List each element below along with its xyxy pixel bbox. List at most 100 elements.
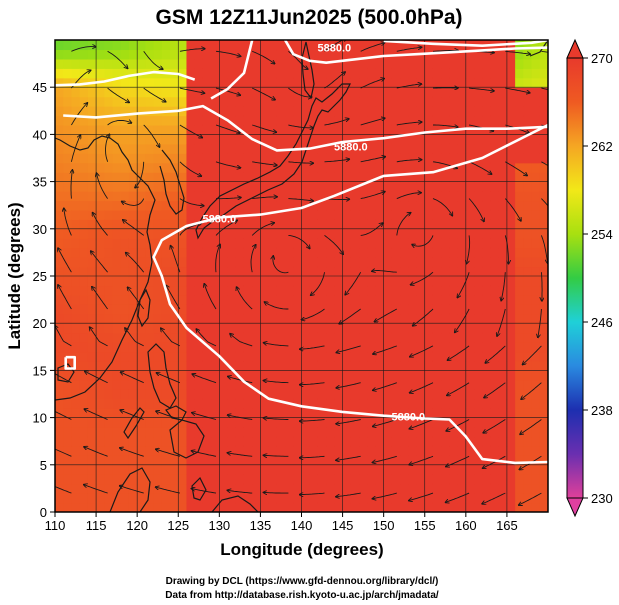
field-cell [334, 342, 344, 353]
field-cell [523, 134, 533, 145]
field-cell [137, 106, 146, 117]
field-cell [252, 360, 262, 371]
field-cell [186, 77, 196, 88]
field-cell [71, 134, 81, 145]
field-cell [145, 342, 155, 353]
field-cell [96, 219, 105, 230]
field-cell [252, 134, 262, 145]
field-cell [359, 124, 368, 135]
field-cell [375, 502, 385, 512]
streamline [120, 372, 144, 384]
field-cell [293, 351, 303, 362]
field-cell [194, 106, 204, 117]
field-cell [202, 219, 212, 230]
field-cell [96, 417, 105, 428]
field-cell [441, 172, 450, 183]
field-cell [449, 342, 459, 353]
field-cell [424, 200, 434, 211]
field-cell [268, 313, 278, 324]
field-cell [96, 153, 105, 164]
field-cell [400, 162, 409, 173]
field-cell [260, 436, 270, 447]
streamline [92, 286, 108, 310]
field-cell [120, 40, 130, 51]
field-cell [400, 493, 409, 504]
field-cell [531, 266, 541, 277]
field-cell [367, 483, 377, 494]
field-cell [465, 483, 475, 494]
field-cell [334, 124, 344, 135]
field-cell [309, 483, 319, 494]
field-cell [104, 342, 114, 353]
field-cell [211, 474, 220, 485]
field-cell [227, 408, 237, 419]
field-cell [391, 294, 401, 305]
field-cell [506, 219, 516, 230]
field-cell [474, 455, 483, 466]
field-cell [432, 427, 442, 438]
field-cell [334, 162, 344, 173]
field-cell [498, 58, 508, 69]
field-cell [71, 219, 81, 230]
field-cell [424, 436, 434, 447]
field-cell [211, 143, 220, 154]
field-cell [317, 408, 327, 419]
field-cell [211, 483, 220, 494]
field-cell [55, 153, 64, 164]
field-cell [260, 332, 270, 343]
field-cell [104, 313, 114, 324]
field-cell [63, 332, 73, 343]
field-cell [211, 351, 220, 362]
field-cell [383, 304, 393, 315]
field-cell [301, 398, 311, 409]
field-cell [490, 96, 500, 107]
streamline [541, 50, 548, 53]
field-cell [96, 285, 105, 296]
field-cell [153, 172, 163, 183]
field-cell [326, 68, 335, 79]
field-cell [104, 304, 114, 315]
field-cell [227, 379, 237, 390]
field-cell [400, 427, 409, 438]
field-cell [235, 191, 245, 202]
field-cell [400, 209, 409, 220]
field-cell [161, 153, 171, 164]
field-cell [400, 455, 409, 466]
field-cell [441, 247, 450, 258]
field-cell [96, 191, 105, 202]
field-cell [128, 257, 138, 268]
field-cell [260, 445, 270, 456]
streamline [360, 223, 383, 236]
field-cell [301, 209, 311, 220]
field-cell [219, 370, 229, 381]
field-cell [515, 162, 524, 173]
field-cell [375, 379, 385, 390]
field-cell [539, 181, 548, 192]
streamline [120, 448, 144, 457]
field-cell [55, 200, 64, 211]
field-cell [104, 96, 114, 107]
field-cell [120, 313, 130, 324]
field-cell [531, 370, 541, 381]
field-cell [490, 323, 500, 334]
field-cell [424, 247, 434, 258]
field-cell [55, 398, 64, 409]
field-cell [71, 502, 81, 512]
field-cell [87, 153, 97, 164]
field-cell [416, 323, 426, 334]
field-cell [104, 408, 114, 419]
field-cell [112, 417, 122, 428]
field-cell [334, 68, 344, 79]
field-cell [359, 342, 368, 353]
field-cell [63, 408, 73, 419]
field-cell [153, 238, 163, 249]
field-cell [219, 68, 229, 79]
field-cell [416, 464, 426, 475]
field-cell [211, 427, 220, 438]
field-cell [391, 370, 401, 381]
field-cell [383, 115, 393, 126]
coastline-newguinea [211, 495, 259, 512]
field-cell [252, 68, 262, 79]
field-cell [55, 143, 64, 154]
field-cell [539, 106, 548, 117]
